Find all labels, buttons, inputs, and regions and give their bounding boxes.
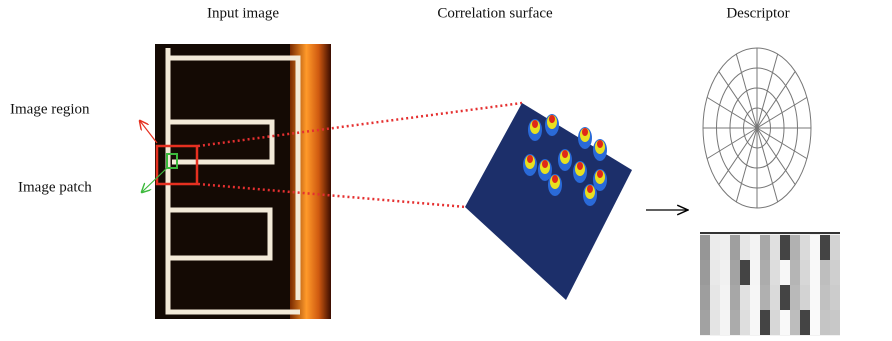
polar-grid (703, 48, 811, 208)
histogram-cell (720, 285, 730, 310)
histogram-cell (760, 285, 770, 310)
grid-spoke (719, 128, 757, 185)
histogram-cell (770, 260, 780, 285)
histogram-cell (800, 285, 810, 310)
histogram-cell (790, 235, 800, 260)
histogram-cell (770, 235, 780, 260)
figure: Input image Correlation surface Descript… (0, 0, 892, 341)
peak-top (552, 175, 558, 183)
histogram-cell (830, 260, 840, 285)
histogram-cell (700, 235, 710, 260)
histogram-cell (710, 310, 720, 335)
peak-top (532, 120, 538, 128)
histogram-cell (700, 310, 710, 335)
histogram-cell (730, 235, 740, 260)
grid-spoke (757, 128, 795, 185)
peak-top (562, 150, 568, 158)
histogram-dark-cell (800, 310, 810, 335)
image-region-arrow (140, 121, 157, 143)
histogram-cell (760, 235, 770, 260)
histogram-cell (740, 285, 750, 310)
histogram-cell (750, 235, 760, 260)
histogram-cell (710, 260, 720, 285)
histogram-cell (720, 235, 730, 260)
histogram-dark-cell (820, 235, 830, 260)
peak-top (587, 185, 593, 193)
grid-spoke (757, 71, 795, 128)
histogram-dark-cell (780, 235, 790, 260)
histogram-cell (720, 310, 730, 335)
histogram-cell (720, 260, 730, 285)
histogram-cell (750, 310, 760, 335)
histogram-cell (790, 285, 800, 310)
histogram-cell (700, 285, 710, 310)
peak-top (597, 170, 603, 178)
histogram-cell (800, 260, 810, 285)
histogram-cell (830, 285, 840, 310)
histogram-cell (760, 260, 770, 285)
histogram-cell (780, 310, 790, 335)
histogram-cell (740, 310, 750, 335)
histogram-cell (750, 260, 760, 285)
peak-top (549, 115, 555, 123)
histogram-cell (820, 310, 830, 335)
histogram-cell (750, 285, 760, 310)
histogram-cell (710, 235, 720, 260)
histogram-cell (730, 260, 740, 285)
input-image-title: Input image (207, 5, 279, 21)
histogram-cell (830, 310, 840, 335)
histogram-dark-cell (760, 310, 770, 335)
correlation-surface (465, 103, 632, 300)
histogram-cell (780, 260, 790, 285)
histogram-cell (790, 310, 800, 335)
histogram-dark-cell (740, 260, 750, 285)
histogram-cell (820, 285, 830, 310)
peak-top (577, 162, 583, 170)
peak-top (527, 155, 533, 163)
histogram-cell (810, 260, 820, 285)
histogram-cell (810, 310, 820, 335)
histogram-cell (810, 235, 820, 260)
histogram-dark-cell (780, 285, 790, 310)
histogram-cell (830, 235, 840, 260)
image-region-label: Image region (10, 101, 90, 117)
peak-top (582, 128, 588, 136)
peak-top (597, 140, 603, 148)
histogram-cell (710, 285, 720, 310)
histogram-cell (730, 310, 740, 335)
histogram-cell (790, 260, 800, 285)
histogram-cell (740, 235, 750, 260)
grid-spoke (719, 71, 757, 128)
histogram-cell (800, 235, 810, 260)
peak-top (542, 160, 548, 168)
descriptor-title: Descriptor (726, 5, 789, 21)
histogram-cell (820, 260, 830, 285)
histogram-cell (770, 310, 780, 335)
image-patch-label: Image patch (18, 179, 92, 195)
input-image (155, 44, 331, 319)
correlation-surface-title: Correlation surface (437, 5, 553, 21)
histogram-cell (770, 285, 780, 310)
histogram-cell (730, 285, 740, 310)
histogram-cell (700, 260, 710, 285)
histogram-cell (810, 285, 820, 310)
descriptor-histogram (700, 232, 840, 336)
